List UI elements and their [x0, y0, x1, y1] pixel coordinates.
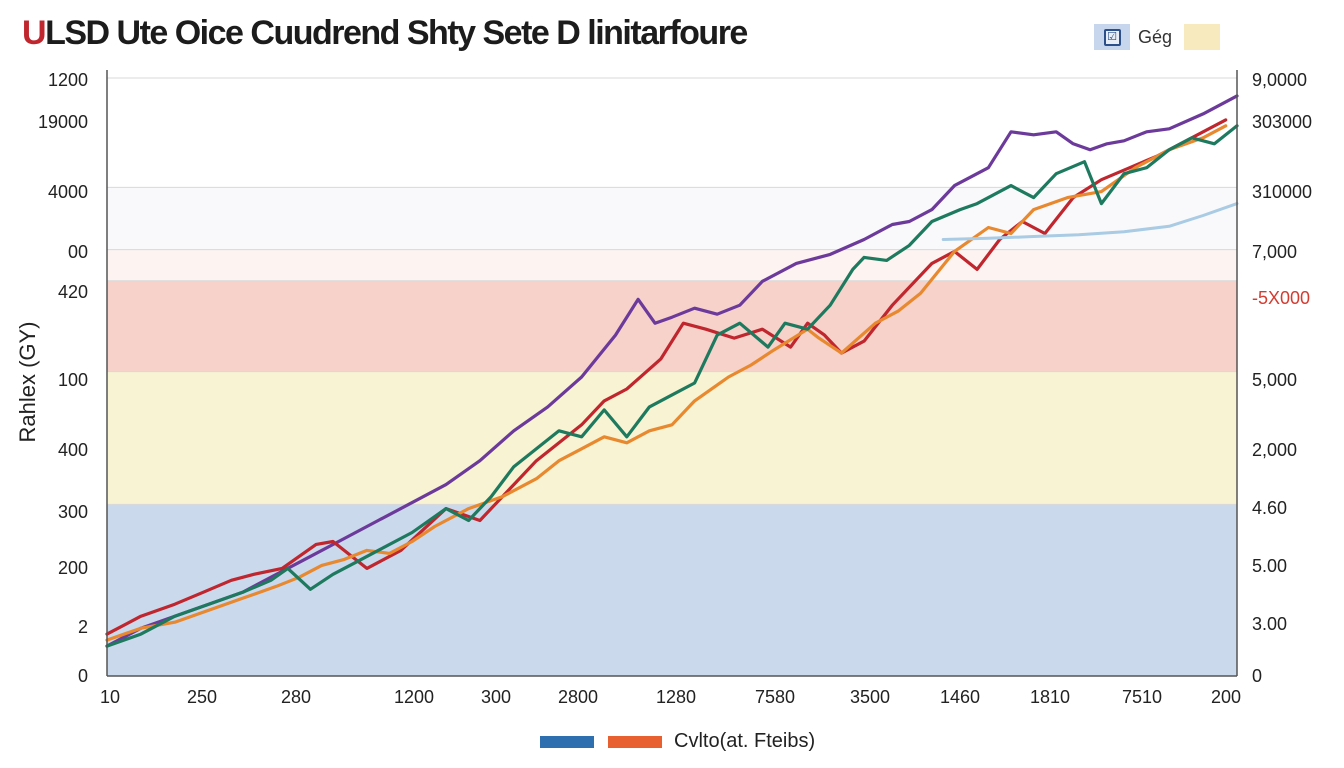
- y-right-tick-label: 3.00: [1252, 614, 1287, 634]
- y-right-tick-label: -5X000: [1252, 288, 1310, 308]
- band-1: [107, 371, 1237, 505]
- x-tick-label: 10: [100, 687, 120, 707]
- x-tick-label: 1280: [656, 687, 696, 707]
- y-right-tick-label: 5.00: [1252, 556, 1287, 576]
- y-left-tick-label: 00: [68, 242, 88, 262]
- top-legend-label: Gég: [1138, 26, 1173, 47]
- band-4: [107, 187, 1237, 250]
- series-line-green: [105, 124, 1239, 648]
- legend-checkbox[interactable]: ☑: [1094, 24, 1130, 50]
- y-left-tick-label: 1200: [48, 70, 88, 90]
- x-tick-label: 280: [281, 687, 311, 707]
- y-left-tick-label: 19000: [38, 112, 88, 132]
- x-tick-label: 1810: [1030, 687, 1070, 707]
- series-line-light-blue: [941, 202, 1239, 241]
- background-bands: [107, 187, 1237, 676]
- x-tick-label: 200: [1211, 687, 1241, 707]
- y-left-tick-label: 4000: [48, 182, 88, 202]
- y-right-tick-label: 7,000: [1252, 242, 1297, 262]
- x-tick-label: 300: [481, 687, 511, 707]
- x-tick-label: 250: [187, 687, 217, 707]
- x-tick-label: 7510: [1122, 687, 1162, 707]
- y-left-tick-label: 200: [58, 558, 88, 578]
- bottom-legend: Cvlto(at. Fteibs): [540, 730, 815, 753]
- x-tick-label: 1200: [394, 687, 434, 707]
- gridlines: [107, 77, 1237, 505]
- x-axis-ticks: 10 250 280 1200 300 2800 1280 7580 3500 1460 1810 7…: [100, 687, 1241, 707]
- top-legend: ☑ Gég: [1094, 24, 1221, 50]
- y-right-tick-label: 9,0000: [1252, 70, 1307, 90]
- y-right-tick-label: 5,000: [1252, 370, 1297, 390]
- y-left-tick-label: 420: [58, 282, 88, 302]
- axes: [106, 70, 1238, 677]
- bottom-legend-label: Cvlto(at. Fteibs): [674, 730, 816, 752]
- band-0: [107, 504, 1237, 676]
- bottom-legend-swatch-orange: [608, 735, 662, 748]
- band-3: [107, 249, 1237, 281]
- series-lines: [105, 94, 1239, 648]
- top-legend-swatch: [1184, 24, 1221, 50]
- y-left-tick-label: 300: [58, 502, 88, 522]
- y-right-tick-label: 2,000: [1252, 440, 1297, 460]
- y-right-tick-label: 4.60: [1252, 498, 1287, 518]
- x-tick-label: 1460: [940, 687, 980, 707]
- y-left-tick-label: 0: [78, 666, 88, 686]
- y-right-tick-label: 310000: [1252, 182, 1312, 202]
- y-right-tick-label: 0: [1252, 666, 1262, 686]
- chart-title-prefix: U: [22, 14, 47, 52]
- check-icon: ☑: [1103, 28, 1121, 46]
- chart-title-text: LSD Ute Oice Cuudrend Shty Sete D linita…: [45, 14, 748, 52]
- series-line-purple: [105, 94, 1239, 648]
- y-right-tick-label: 303000: [1252, 112, 1312, 132]
- x-tick-label: 7580: [755, 687, 795, 707]
- x-tick-label: 2800: [558, 687, 598, 707]
- band-2: [107, 280, 1237, 372]
- series-line-orange: [105, 124, 1228, 642]
- y-left-tick-label: 400: [58, 440, 88, 460]
- chart-title: ULSD Ute Oice Cuudrend Shty Sete D linit…: [22, 14, 748, 53]
- bottom-legend-swatch-blue: [540, 735, 594, 748]
- y-axis-left-ticks: 1200 19000 4000 00 420 100 400 300 200 2 0: [38, 70, 88, 686]
- x-tick-label: 3500: [850, 687, 890, 707]
- y-left-tick-label: 100: [58, 370, 88, 390]
- y-axis-right-ticks: 9,0000 303000 310000 7,000 -5X000 5,000 2,000 4…: [1252, 70, 1312, 686]
- y-axis-title: Rahlex (GY): [15, 321, 40, 443]
- y-left-tick-label: 2: [78, 617, 88, 637]
